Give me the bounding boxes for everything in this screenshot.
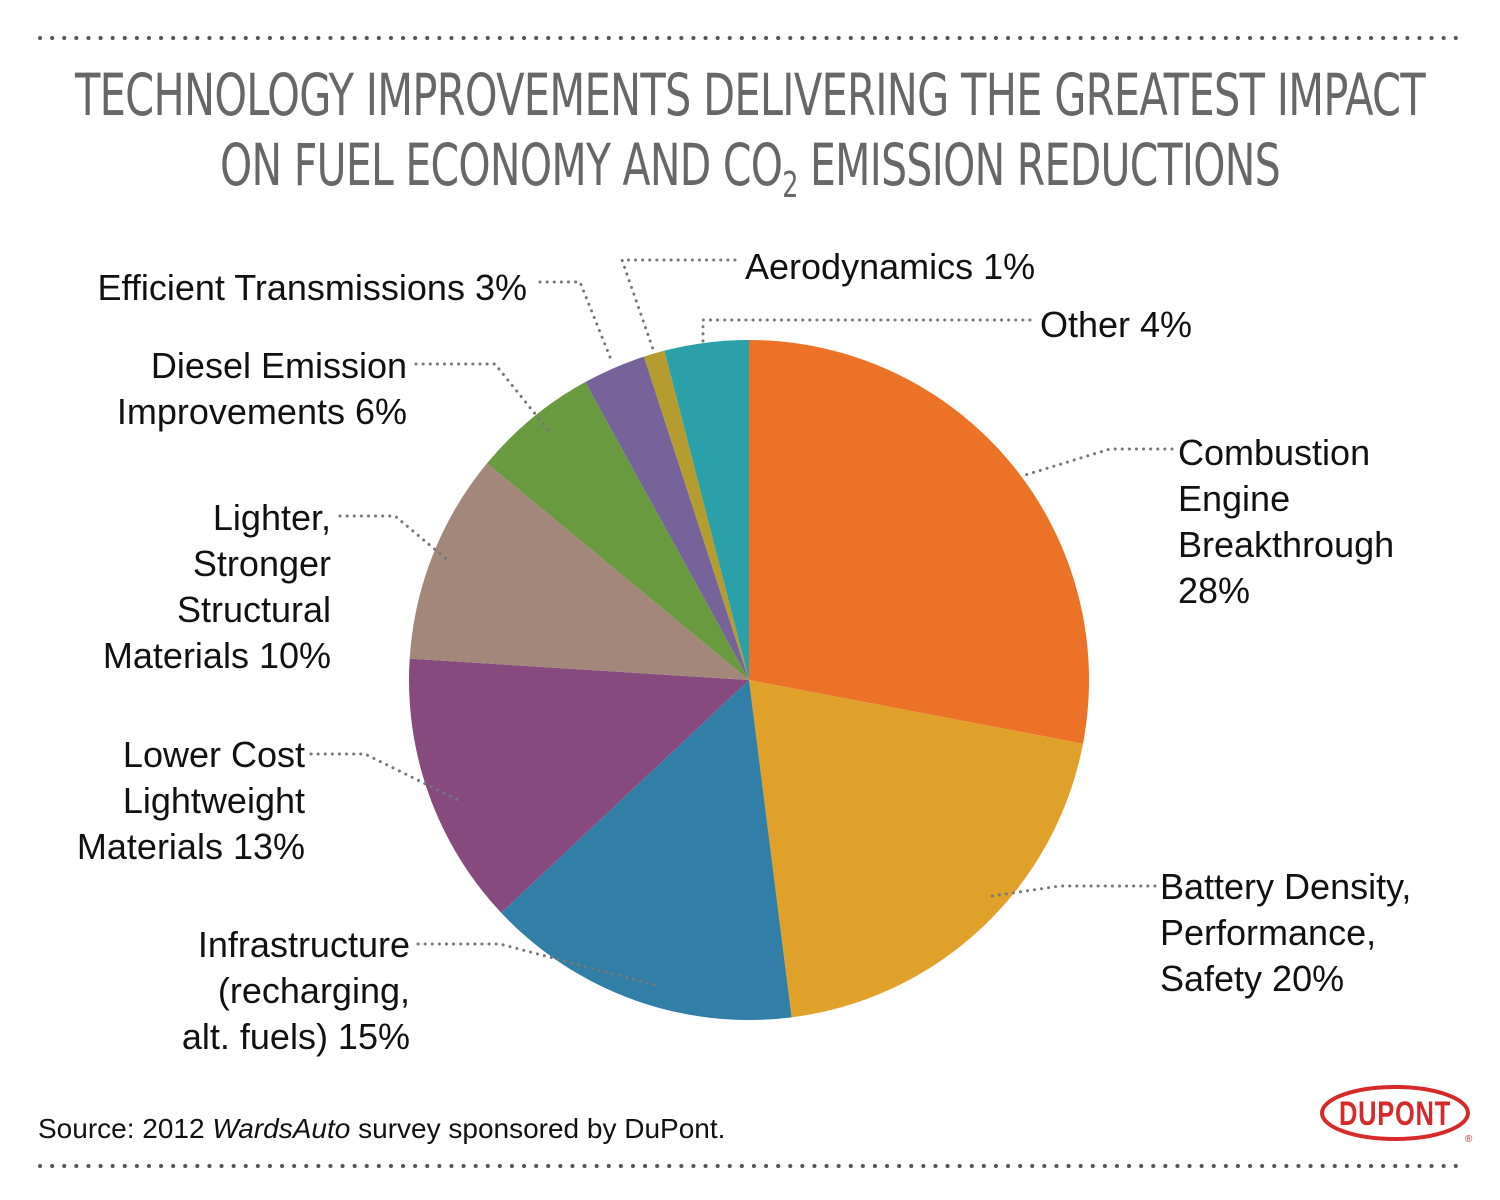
leader-line-battery-density-performance-safety	[990, 884, 1157, 898]
chart-title-line1: TECHNOLOGY IMPROVEMENTS DELIVERING THE G…	[74, 61, 1426, 129]
dupont-logo-text: DUPONT	[1339, 1095, 1451, 1133]
pie-slice-lighter-stronger-structural-materials	[409, 463, 749, 680]
slice-label-line: Materials 13%	[77, 826, 305, 867]
chart-title-line2: ON FUEL ECONOMY AND CO2 EMISSION REDUCTI…	[220, 131, 1280, 206]
slice-label-line: Materials 10%	[103, 635, 331, 676]
slice-label-line: Infrastructure	[198, 924, 410, 965]
slice-label-line: Battery Density,	[1160, 866, 1411, 907]
pie-slice-battery-density-performance-safety	[749, 680, 1083, 1018]
leader-line-infrastructure-recharging-alt-fuels	[416, 942, 657, 987]
slice-label-other: Other 4%	[1040, 304, 1192, 345]
slice-label-efficient-transmissions: Efficient Transmissions 3%	[97, 267, 527, 308]
chart-title-line2-prefix: ON FUEL ECONOMY AND CO	[220, 131, 782, 199]
slice-label-lower-cost-lightweight-materials: Lower Cost Lightweight Materials 13%	[77, 734, 305, 867]
slice-label-line: 28%	[1178, 570, 1250, 611]
slice-label-line: Diesel Emission	[151, 345, 407, 386]
slice-label-combustion-engine-breakthrough: Combustion Engine Breakthrough 28%	[1178, 432, 1394, 611]
pie-slice-lower-cost-lightweight-materials	[408, 658, 749, 913]
leader-line-diesel-emission-improvements	[414, 362, 550, 432]
slice-label-line: Aerodynamics 1%	[745, 246, 1035, 287]
slice-label-line: Breakthrough	[1178, 524, 1394, 565]
pie-slice-other	[664, 340, 749, 680]
leader-line-efficient-transmissions	[538, 280, 614, 364]
slice-label-lighter-stronger-structural-materials: Lighter, Stronger Structural Materials 10%	[103, 497, 331, 676]
slice-label-line: alt. fuels) 15%	[182, 1016, 410, 1057]
slice-label-battery-density-performance-safety: Battery Density, Performance, Safety 20%	[1160, 866, 1411, 999]
pie-labels: Combustion Engine Breakthrough 28% Battery D…	[77, 246, 1412, 1057]
source-suffix: survey sponsored by DuPont.	[350, 1113, 725, 1144]
dupont-logo: DUPONT ®	[1320, 1085, 1473, 1145]
chart-title-subscript: 2	[782, 165, 797, 206]
slice-label-diesel-emission-improvements: Diesel Emission Improvements 6%	[117, 345, 407, 432]
slice-label-line: Lighter,	[213, 497, 331, 538]
slice-label-line: Other 4%	[1040, 304, 1192, 345]
pie-chart	[408, 340, 1090, 1021]
slice-label-infrastructure-recharging-alt-fuels: Infrastructure (recharging, alt. fuels) 15…	[182, 924, 410, 1057]
slice-label-line: Improvements 6%	[117, 391, 407, 432]
source-prefix: Source: 2012	[38, 1113, 212, 1144]
slice-label-line: Lightweight	[123, 780, 305, 821]
leader-line-combustion-engine-breakthrough	[1020, 447, 1174, 478]
leader-line-aerodynamics	[619, 258, 737, 354]
slice-label-line: Stronger	[193, 543, 331, 584]
slice-label-line: Engine	[1178, 478, 1290, 519]
registered-mark: ®	[1465, 1134, 1473, 1145]
slice-label-line: Performance,	[1160, 912, 1376, 953]
dupont-logo-oval	[1320, 1085, 1470, 1141]
slice-label-line: Structural	[177, 589, 331, 630]
source-publication: WardsAuto	[212, 1113, 350, 1144]
pie-slice-combustion-engine-breakthrough	[749, 340, 1090, 744]
pie-leader-lines	[309, 258, 1174, 987]
slice-label-line: Combustion	[1178, 432, 1370, 473]
leader-line-other	[701, 318, 1032, 347]
pie-slice-aerodynamics	[643, 350, 749, 680]
pie-slice-infrastructure-recharging-alt-fuels	[501, 680, 792, 1021]
pie-slice-diesel-emission-improvements	[487, 382, 749, 680]
slice-label-line: Lower Cost	[123, 734, 305, 775]
source-note: Source: 2012 WardsAuto survey sponsored …	[38, 1113, 725, 1144]
slice-label-line: (recharging,	[218, 970, 410, 1011]
chart-title-line2-suffix: EMISSION REDUCTIONS	[798, 131, 1280, 199]
pie-slice-efficient-transmissions	[585, 356, 749, 680]
slice-label-aerodynamics: Aerodynamics 1%	[745, 246, 1035, 287]
slice-label-line: Safety 20%	[1160, 958, 1344, 999]
slice-label-line: Efficient Transmissions 3%	[97, 267, 527, 308]
